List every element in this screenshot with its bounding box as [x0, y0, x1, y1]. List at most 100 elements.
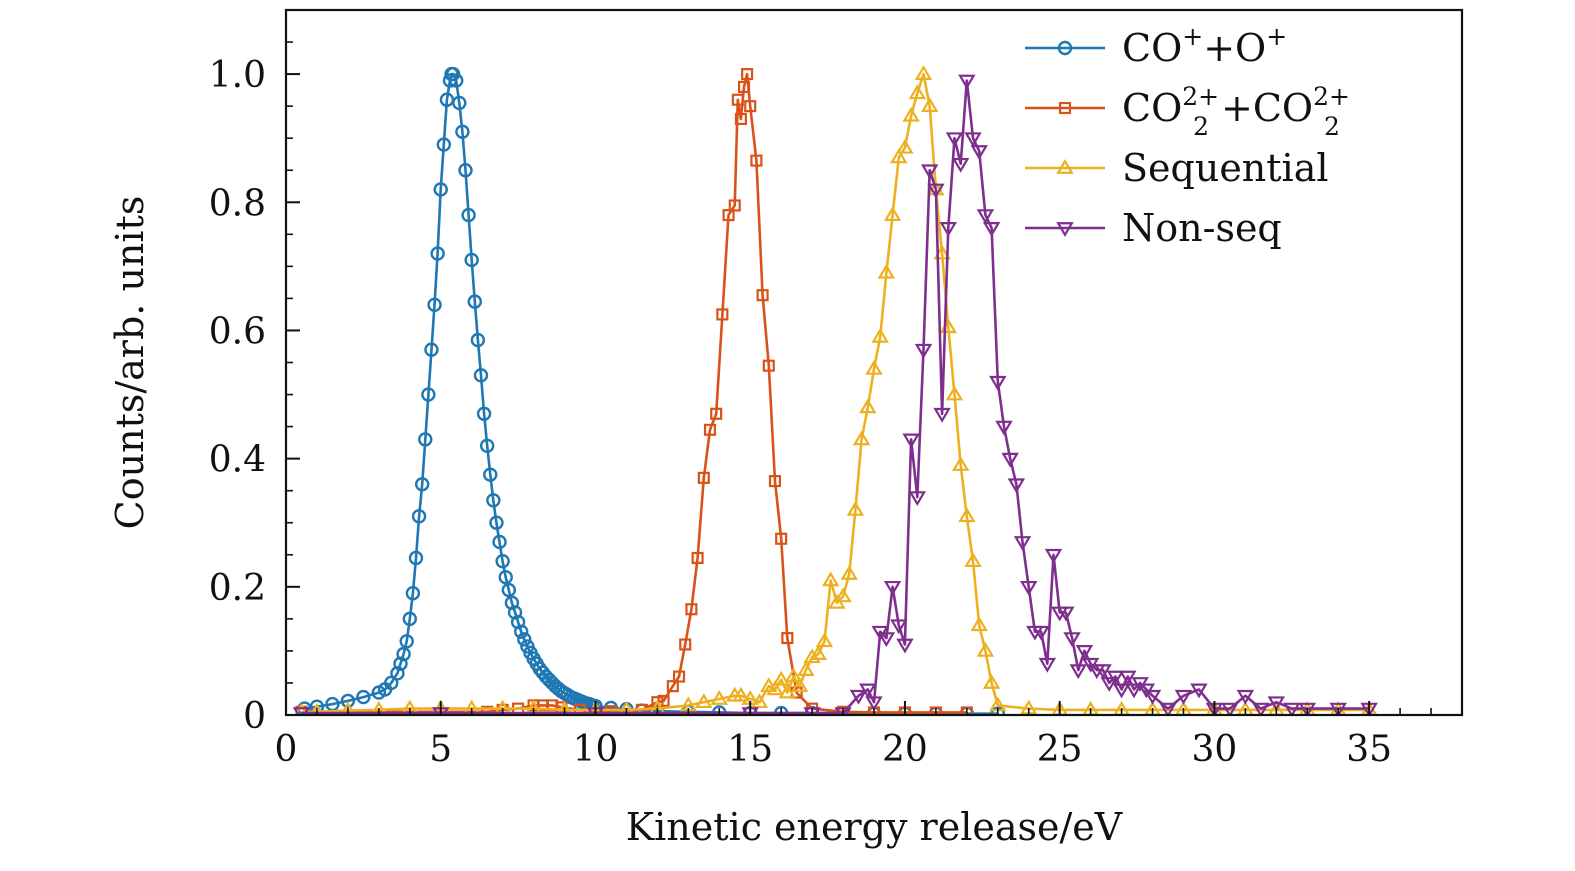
data-point	[920, 164, 939, 180]
data-point	[666, 680, 679, 693]
data-point	[960, 706, 973, 715]
legend-marker	[1057, 40, 1073, 56]
data-point	[1094, 664, 1112, 680]
data-point	[1063, 632, 1081, 648]
data-point	[716, 308, 729, 321]
data-point	[865, 359, 883, 375]
data-point	[1100, 677, 1118, 692]
data-point	[1020, 580, 1038, 596]
data-point	[408, 550, 424, 566]
data-point	[821, 571, 840, 587]
data-point	[1007, 478, 1026, 494]
data-point	[990, 706, 1005, 715]
data-point	[784, 667, 803, 683]
data-point	[896, 638, 914, 654]
data-point	[982, 673, 1001, 689]
data-point	[1112, 683, 1131, 699]
data-point	[501, 582, 517, 598]
data-point	[933, 407, 951, 423]
data-point	[750, 154, 763, 167]
data-point	[1044, 548, 1063, 564]
data-point	[871, 327, 889, 343]
data-point	[775, 532, 788, 545]
x-tick-label: 15	[727, 729, 773, 770]
data-point	[433, 182, 448, 197]
data-point	[766, 680, 784, 696]
data-point	[1283, 702, 1301, 715]
data-point	[449, 73, 464, 88]
data-point	[750, 693, 769, 709]
data-point	[982, 222, 1001, 237]
data-point	[340, 693, 356, 709]
y-tick-label: 0.6	[209, 311, 266, 352]
data-point	[710, 690, 728, 705]
data-point	[945, 132, 964, 148]
data-point	[458, 163, 473, 178]
series-line	[304, 72, 998, 715]
data-point	[1329, 702, 1347, 715]
data-point	[927, 183, 945, 199]
data-point	[722, 209, 735, 222]
data-point	[1119, 670, 1137, 686]
data-point	[778, 683, 797, 699]
data-point	[908, 84, 927, 100]
data-point	[1032, 625, 1050, 641]
data-point	[768, 475, 782, 488]
data-point	[418, 432, 433, 447]
x-tick-label: 5	[429, 729, 452, 770]
data-point	[514, 624, 529, 639]
x-tick-label: 25	[1037, 729, 1083, 770]
data-point	[510, 614, 526, 630]
data-point	[430, 246, 445, 261]
data-point	[495, 553, 510, 569]
legend-entry: Sequential	[1025, 146, 1329, 190]
data-point	[939, 222, 957, 237]
y-tick-label: 1.0	[209, 55, 266, 96]
legend-marker	[1056, 159, 1074, 174]
data-point	[356, 689, 371, 705]
data-point	[890, 148, 908, 164]
x-tick-label: 30	[1192, 729, 1238, 770]
data-point	[1190, 683, 1208, 699]
data-point	[1057, 606, 1075, 622]
data-point	[672, 670, 686, 683]
data-point	[1038, 657, 1057, 673]
data-point	[1221, 702, 1239, 715]
data-point	[920, 97, 939, 112]
data-point	[697, 471, 710, 484]
data-point	[393, 656, 408, 671]
data-point	[1143, 689, 1162, 705]
data-point	[859, 683, 877, 699]
data-point	[958, 74, 976, 90]
data-point	[852, 430, 871, 446]
data-point	[309, 702, 325, 715]
data-point	[1174, 689, 1193, 705]
data-point	[473, 368, 489, 383]
data-point	[951, 456, 970, 471]
data-point	[1298, 702, 1316, 715]
data-point	[489, 515, 504, 530]
series-line	[301, 72, 967, 714]
data-point	[476, 406, 492, 421]
data-point	[517, 632, 532, 647]
data-point	[411, 509, 427, 524]
data-point	[732, 686, 750, 702]
data-point	[756, 289, 769, 302]
data-point	[791, 677, 809, 693]
legend-label: CO++O+	[1122, 22, 1287, 70]
legend-label: Non-seq	[1122, 206, 1282, 250]
data-point	[399, 634, 414, 649]
data-point	[744, 100, 757, 113]
data-point	[964, 132, 982, 148]
data-point	[470, 332, 486, 348]
data-point	[815, 632, 834, 648]
legend-entry: Non-seq	[1025, 206, 1282, 250]
data-point	[492, 534, 507, 550]
data-point	[731, 93, 744, 106]
x-tick-label: 10	[573, 729, 619, 770]
data-point	[486, 493, 501, 508]
data-point	[414, 477, 430, 492]
data-point	[914, 343, 933, 359]
